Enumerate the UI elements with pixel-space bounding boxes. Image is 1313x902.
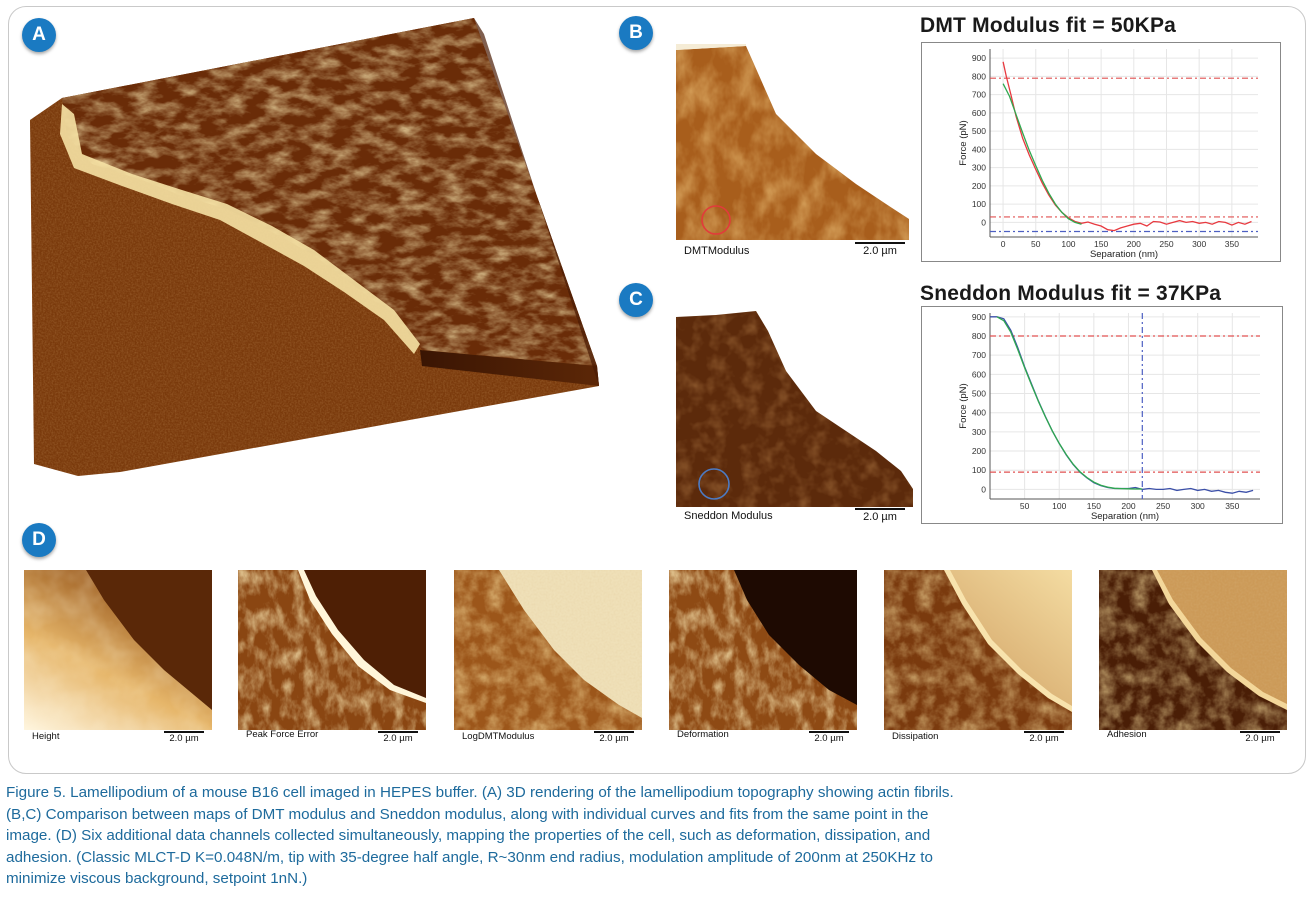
x-axis-label: Separation (nm)	[1091, 511, 1159, 522]
y-tick-label: 600	[972, 108, 986, 118]
y-tick-label: 600	[972, 369, 986, 379]
y-tick-label: 400	[972, 144, 986, 154]
caption-line: adhesion. (Classic MLCT-D K=0.048N/m, ti…	[6, 848, 933, 866]
y-tick-label: 800	[972, 71, 986, 81]
sneddon-chart-title: Sneddon Modulus fit = 37KPa	[920, 282, 1222, 305]
series-line-1	[996, 316, 1143, 490]
thumb-label-peak-force-error: Peak Force Error	[246, 729, 319, 740]
series-line-0	[990, 316, 1254, 494]
caption-line: image. (D) Six additional data channels …	[6, 827, 931, 844]
panel-b-badge: B	[619, 16, 653, 50]
y-tick-label: 100	[972, 199, 986, 209]
thumb-label-dissipation: Dissipation	[892, 731, 939, 742]
series-line-1	[1002, 83, 1082, 225]
sneddon-map-scale-label: 2.0 µm	[863, 511, 897, 523]
y-axis-label: Force (pN)	[958, 383, 969, 428]
y-tick-label: 200	[972, 446, 986, 456]
dmt-map-label: DMTModulus	[684, 245, 750, 257]
sneddon-modulus-map	[676, 311, 913, 507]
x-tick-label: 200	[1127, 239, 1141, 249]
x-tick-label: 250	[1156, 501, 1170, 511]
y-tick-label: 100	[972, 465, 986, 475]
log-dmt-modulus-channel-map	[454, 570, 642, 730]
y-tick-label: 300	[972, 163, 986, 173]
caption-line: minimize viscous background, setpoint 1n…	[6, 870, 308, 887]
dmt-chart-frame: 0 100 200 300 400 500 600 700 800 900 0 50 100 150 200…	[921, 42, 1281, 262]
thumb-scale-deformation: 2.0 µm	[809, 731, 849, 744]
sneddon-map-scale: 2.0 µm	[855, 508, 905, 523]
dmt-sample-point-marker	[701, 205, 731, 235]
x-tick-label: 350	[1225, 239, 1239, 249]
thumb-label-log-dmt-modulus: LogDMTModulus	[462, 731, 535, 742]
x-tick-label: 300	[1192, 239, 1206, 249]
y-tick-label: 700	[972, 90, 986, 100]
thumb-scale-log-dmt-modulus: 2.0 µm	[594, 731, 634, 744]
y-tick-label: 900	[972, 53, 986, 63]
x-tick-label: 300	[1191, 501, 1205, 511]
sneddon-map-label: Sneddon Modulus	[684, 510, 773, 522]
x-tick-label: 150	[1094, 239, 1108, 249]
thumb-label-deformation: Deformation	[677, 729, 729, 740]
y-tick-label: 900	[972, 312, 986, 322]
sneddon-sample-point-marker	[698, 468, 730, 500]
dmt-map-scale-label: 2.0 µm	[863, 245, 897, 257]
y-tick-label: 800	[972, 331, 986, 341]
thumb-scale-height: 2.0 µm	[164, 731, 204, 744]
sneddon-force-curve-chart: 0 100 200 300 400 500 600 700 800 900 50 100 150 200 2…	[958, 312, 1260, 522]
x-tick-label: 100	[1061, 239, 1075, 249]
y-tick-label: 400	[972, 408, 986, 418]
x-axis-label: Separation (nm)	[1090, 249, 1158, 260]
y-axis-label: Force (pN)	[958, 120, 969, 165]
deformation-channel-map	[669, 570, 857, 730]
x-tick-label: 250	[1159, 239, 1173, 249]
lamellipodium-3d-rendering	[30, 18, 599, 476]
y-tick-label: 200	[972, 181, 986, 191]
y-tick-label: 0	[981, 484, 986, 494]
x-tick-label: 50	[1020, 501, 1030, 511]
x-tick-label: 100	[1052, 501, 1066, 511]
y-tick-label: 300	[972, 427, 986, 437]
adhesion-channel-map	[1099, 570, 1287, 730]
y-tick-label: 500	[972, 389, 986, 399]
x-tick-label: 0	[1001, 239, 1006, 249]
caption-line: (B,C) Comparison between maps of DMT mod…	[6, 805, 929, 823]
thumb-scale-dissipation: 2.0 µm	[1024, 731, 1064, 744]
y-tick-label: 500	[972, 126, 986, 136]
x-tick-label: 350	[1225, 501, 1239, 511]
thumb-label-adhesion: Adhesion	[1107, 729, 1147, 740]
thumb-scale-adhesion: 2.0 µm	[1240, 731, 1280, 744]
dmt-modulus-map	[676, 44, 909, 240]
sneddon-chart-frame: 0 100 200 300 400 500 600 700 800 900 50 100 150 200 2…	[921, 306, 1283, 524]
dmt-chart-title: DMT Modulus fit = 50KPa	[920, 14, 1177, 37]
panel-d-badge: D	[22, 523, 56, 557]
dmt-force-curve-chart: 0 100 200 300 400 500 600 700 800 900 0 50 100 150 200…	[958, 49, 1258, 260]
series-line-0	[1002, 61, 1252, 232]
panel-c-badge: C	[619, 283, 653, 317]
peak-force-error-channel-map	[238, 570, 426, 730]
panel-a-badge: A	[22, 18, 56, 52]
height-channel-map	[24, 570, 212, 730]
y-tick-label: 0	[981, 217, 986, 227]
thumb-scale-peak-force-error: 2.0 µm	[378, 731, 418, 744]
x-tick-label: 200	[1121, 501, 1135, 511]
dissipation-channel-map	[884, 570, 1072, 730]
thumb-label-height: Height	[32, 731, 60, 742]
figure-caption: Figure 5. Lamellipodium of a mouse B16 c…	[6, 782, 1306, 890]
caption-line: Figure 5. Lamellipodium of a mouse B16 c…	[6, 784, 954, 801]
y-tick-label: 700	[972, 350, 986, 360]
x-tick-label: 50	[1031, 239, 1041, 249]
dmt-map-scale: 2.0 µm	[855, 242, 905, 257]
x-tick-label: 150	[1087, 501, 1101, 511]
